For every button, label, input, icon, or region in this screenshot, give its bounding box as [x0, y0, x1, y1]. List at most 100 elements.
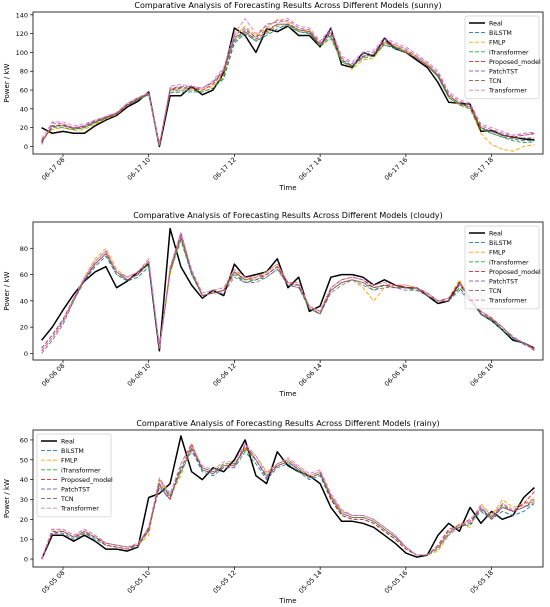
series-line-tcn	[41, 23, 535, 146]
legend-label: Transformer	[488, 88, 527, 95]
legend-label: Real	[489, 231, 503, 238]
chart-title: Comparative Analysis of Forecasting Resu…	[133, 211, 443, 220]
x-axis-label: Time	[278, 390, 296, 398]
legend-label: Real	[61, 439, 75, 446]
series-line-bilstm	[41, 237, 535, 352]
x-tick-label: 06-17 10	[126, 156, 152, 182]
y-tick-label: 20	[20, 324, 28, 332]
x-tick-label: 06-06 16	[383, 362, 409, 388]
x-tick-label: 06-06 18	[469, 362, 495, 388]
series-line-proposed-model	[41, 23, 535, 146]
x-tick-label: 06-17 18	[469, 156, 495, 182]
x-tick-label: 05-05 12	[212, 569, 238, 595]
legend-box	[464, 225, 540, 310]
series-line-real	[41, 25, 535, 148]
y-tick-label: 50	[20, 456, 28, 464]
legend-label: Proposed_model	[489, 269, 541, 276]
plot-frame	[32, 429, 544, 568]
legend-label: PatchTST	[61, 487, 90, 494]
legend-box	[36, 433, 112, 518]
y-tick-label: 10	[20, 536, 28, 544]
chart-panel: Comparative Analysis of Forecasting Resu…	[3, 211, 544, 398]
x-tick-label: 06-06 10	[126, 362, 152, 388]
y-tick-label: 0	[24, 143, 28, 151]
legend-label: BiLSTM	[61, 448, 84, 455]
chart-panel: Comparative Analysis of Forecasting Resu…	[3, 1, 544, 192]
series-line-fmlp	[41, 234, 535, 354]
legend-box	[464, 15, 540, 100]
y-tick-label: 40	[20, 297, 28, 305]
series-line-tcn	[41, 445, 535, 560]
x-tick-label: 06-06 12	[212, 362, 238, 388]
legend: Real BiLSTM FMLP iTransformer Proposed_model…	[464, 225, 541, 310]
series-line-proposed-model	[41, 443, 535, 560]
legend-label: Proposed_model	[61, 477, 113, 484]
legend-label: iTransformer	[489, 49, 529, 56]
series-line-fmlp	[41, 443, 535, 560]
y-tick-label: 60	[20, 271, 28, 279]
legend-label: BiLSTM	[489, 240, 512, 247]
x-tick-label: 05-05 18	[469, 569, 495, 595]
legend-label: Transformer	[60, 506, 99, 513]
legend-label: FMLP	[61, 458, 78, 465]
series-line-itransformer	[41, 239, 535, 352]
series-line-proposed-model	[41, 232, 535, 349]
x-tick-label: 06-17 08	[40, 156, 66, 182]
series-line-real	[41, 227, 535, 352]
y-tick-label: 100	[16, 49, 28, 57]
series-line-real	[40, 435, 535, 560]
legend-label: Proposed_model	[489, 59, 541, 66]
legend-label: BiLSTM	[489, 30, 512, 37]
legend-label: iTransformer	[489, 259, 529, 266]
legend-label: PatchTST	[489, 69, 518, 76]
series-line-patchtst	[41, 443, 535, 560]
plot-frame	[32, 221, 544, 361]
chart-panel: Comparative Analysis of Forecasting Resu…	[3, 419, 544, 605]
legend-label: Real	[489, 21, 503, 28]
legend-label: Transformer	[488, 298, 527, 305]
series-line-itransformer	[41, 25, 535, 146]
y-tick-label: 80	[20, 68, 28, 76]
series-line-bilstm	[41, 23, 535, 146]
series-line-transformer	[41, 232, 535, 352]
series-line-transformer	[41, 18, 535, 146]
chart-title: Comparative Analysis of Forecasting Resu…	[134, 1, 441, 10]
series-line-itransformer	[41, 447, 535, 560]
y-tick-label: 0	[24, 350, 28, 358]
series-line-transformer	[41, 443, 535, 560]
y-tick-label: 120	[16, 30, 28, 38]
y-tick-label: 60	[20, 436, 28, 444]
legend-label: TCN	[60, 496, 74, 503]
legend-label: FMLP	[489, 250, 506, 257]
y-axis-label: Power / kW	[3, 479, 11, 518]
x-tick-label: 06-17 12	[212, 156, 238, 182]
x-axis-label: Time	[278, 184, 296, 192]
y-axis-label: Power / kW	[3, 271, 11, 310]
x-axis-label: Time	[278, 597, 296, 605]
x-tick-label: 06-06 14	[297, 362, 323, 388]
legend: Real BiLSTM FMLP iTransformer Proposed_model…	[36, 433, 113, 518]
y-axis-label: Power / kW	[3, 63, 11, 102]
series-line-tcn	[41, 237, 535, 352]
legend: Real BiLSTM FMLP iTransformer Proposed_model…	[464, 15, 541, 100]
legend-label: iTransformer	[61, 467, 101, 474]
y-tick-label: 60	[20, 87, 28, 95]
legend-label: TCN	[488, 288, 502, 295]
legend-label: TCN	[488, 78, 502, 85]
x-tick-label: 05-05 16	[383, 569, 409, 595]
y-tick-label: 140	[16, 11, 28, 19]
y-tick-label: 30	[20, 496, 28, 504]
y-tick-label: 40	[20, 105, 28, 113]
y-tick-label: 20	[20, 516, 28, 524]
series-line-patchtst	[41, 20, 535, 146]
y-tick-label: 80	[20, 245, 28, 253]
series-line-patchtst	[41, 234, 535, 354]
x-tick-label: 05-05 08	[40, 569, 66, 595]
x-tick-label: 05-05 14	[297, 569, 323, 595]
x-tick-label: 06-17 16	[383, 156, 409, 182]
x-tick-label: 06-17 14	[297, 156, 323, 182]
y-tick-label: 0	[24, 556, 28, 564]
legend-label: FMLP	[489, 40, 506, 47]
x-tick-label: 06-06 08	[40, 362, 66, 388]
